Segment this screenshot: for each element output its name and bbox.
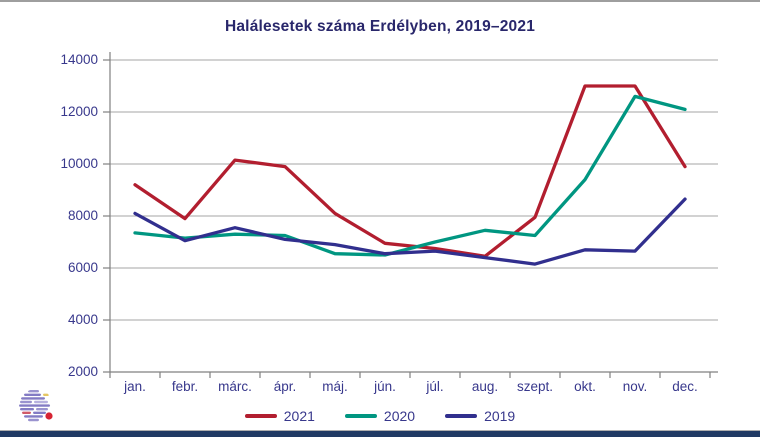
x-tick-label: nov. xyxy=(622,379,648,394)
legend-item-2019: 2019 xyxy=(445,408,515,424)
x-tick-label: dec. xyxy=(672,379,698,394)
y-tick-label: 8000 xyxy=(67,208,98,223)
bottom-bar xyxy=(0,430,760,437)
y-tick-label: 2000 xyxy=(67,364,98,379)
chart-title: Halálesetek száma Erdélyben, 2019–2021 xyxy=(224,18,536,35)
x-tick-label: aug. xyxy=(471,379,499,394)
legend-swatch-icon xyxy=(445,414,478,418)
x-tick-label: jan. xyxy=(124,379,146,394)
y-tick-label: 10000 xyxy=(60,156,98,171)
x-tick-label: szept. xyxy=(516,379,554,394)
legend-label: 2021 xyxy=(283,408,315,424)
x-tick-label: júl. xyxy=(426,379,444,394)
legend-label: 2019 xyxy=(484,408,516,424)
x-tick-label: márc. xyxy=(218,379,252,394)
series-line-2019 xyxy=(133,197,687,266)
x-tick-label: okt. xyxy=(574,379,596,394)
site-logo xyxy=(19,390,53,422)
y-tick-label: 6000 xyxy=(67,260,98,275)
legend-item-2020: 2020 xyxy=(344,408,416,424)
globe-stripes-icon xyxy=(19,390,50,422)
chart-legend: 2021 2020 2019 xyxy=(0,405,760,427)
series-line-2020 xyxy=(133,94,687,257)
x-tick-label: ápr. xyxy=(273,379,297,394)
x-tick-label: jún. xyxy=(374,379,396,394)
y-tick-label: 4000 xyxy=(67,312,98,327)
legend-item-2021: 2021 xyxy=(244,408,315,424)
x-tick-label: máj. xyxy=(322,379,348,394)
series-line-2021 xyxy=(133,84,687,258)
legend-swatch-icon xyxy=(344,414,377,418)
logo-red-dot-icon xyxy=(45,412,53,420)
y-tick-label: 14000 xyxy=(60,52,98,67)
y-tick-label: 12000 xyxy=(60,104,98,119)
x-tick-label: febr. xyxy=(171,379,199,394)
legend-swatch-icon xyxy=(244,414,277,418)
legend-label: 2020 xyxy=(383,408,416,424)
